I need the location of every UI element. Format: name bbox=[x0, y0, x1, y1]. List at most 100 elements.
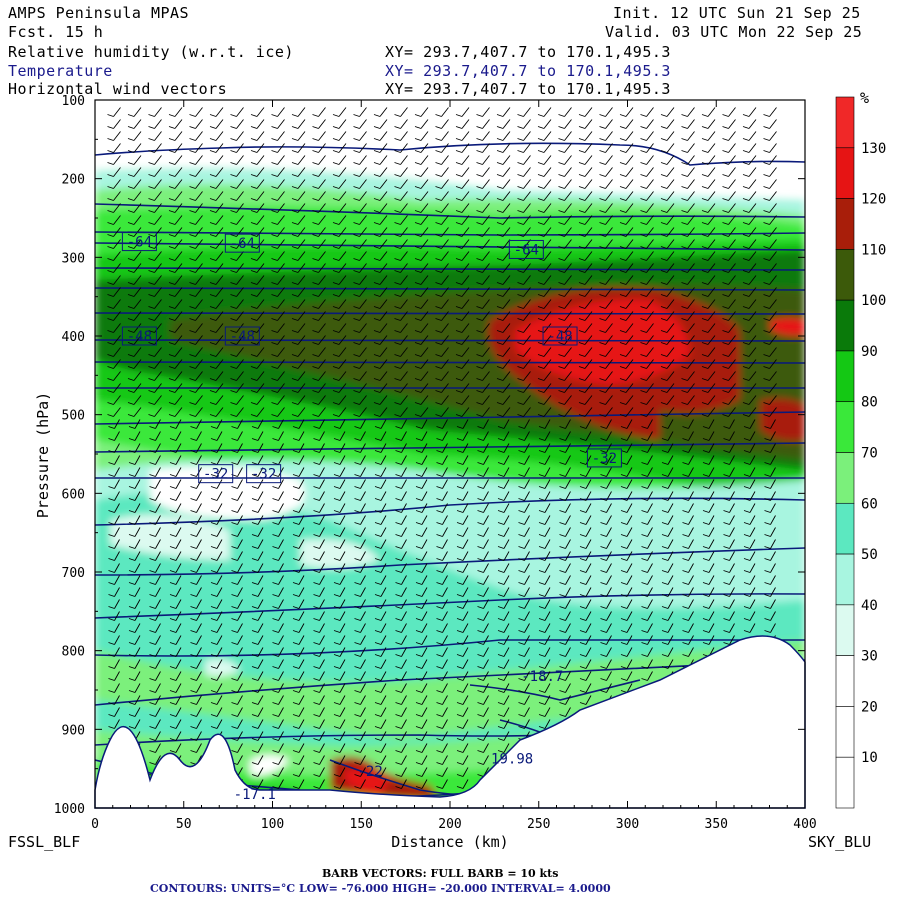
wind-barb bbox=[272, 575, 284, 585]
wind-barb bbox=[415, 743, 428, 753]
wind-barb bbox=[272, 719, 284, 729]
wind-barb bbox=[374, 563, 387, 573]
colorbar-swatch bbox=[835, 604, 855, 656]
wind-barb bbox=[292, 455, 305, 465]
wind-barb bbox=[722, 155, 736, 165]
contour-label: -22 bbox=[357, 764, 382, 780]
wind-barb bbox=[230, 299, 244, 309]
contour-label: -32 bbox=[592, 451, 617, 467]
wind-barb bbox=[743, 479, 756, 489]
wind-barb bbox=[559, 707, 571, 717]
field-rh-label: Relative humidity (w.r.t. ice) bbox=[8, 43, 294, 61]
wind-barb bbox=[496, 335, 511, 345]
wind-barb bbox=[742, 251, 757, 261]
wind-barb bbox=[620, 443, 633, 453]
wind-barb bbox=[496, 227, 511, 237]
wind-barb bbox=[353, 407, 367, 417]
wind-barb bbox=[169, 695, 182, 705]
wind-barb bbox=[190, 431, 202, 441]
wind-barb bbox=[107, 407, 121, 417]
wind-barb bbox=[231, 443, 243, 453]
wind-barb bbox=[599, 371, 613, 381]
wind-barb bbox=[436, 719, 448, 729]
wind-barb bbox=[354, 695, 366, 705]
wind-barb bbox=[169, 503, 182, 513]
wind-barb bbox=[374, 707, 387, 717]
wind-barb bbox=[578, 383, 593, 393]
wind-barb bbox=[496, 203, 511, 213]
wind-barb bbox=[538, 575, 551, 585]
wind-barb bbox=[128, 707, 141, 717]
wind-barb bbox=[620, 647, 633, 657]
wind-barb bbox=[599, 287, 613, 297]
wind-barb bbox=[313, 707, 325, 717]
wind-barb bbox=[763, 191, 777, 201]
wind-barb bbox=[107, 251, 121, 261]
wind-barb bbox=[313, 455, 325, 465]
wind-barb bbox=[127, 383, 142, 393]
wind-barb bbox=[312, 287, 326, 297]
wind-barb bbox=[435, 119, 449, 129]
wind-barb bbox=[661, 599, 674, 609]
wind-barb bbox=[332, 203, 347, 213]
wind-barb bbox=[476, 311, 490, 321]
contour-label-box bbox=[121, 326, 157, 346]
wind-barb bbox=[743, 503, 756, 513]
wind-barb bbox=[600, 623, 612, 633]
wind-barb bbox=[518, 455, 530, 465]
wind-barb bbox=[313, 443, 325, 453]
wind-barb bbox=[518, 479, 530, 489]
wind-barb bbox=[353, 239, 367, 249]
wind-barb bbox=[661, 563, 674, 573]
wind-barb bbox=[722, 179, 736, 189]
wind-barb bbox=[496, 263, 511, 273]
wind-barb bbox=[415, 611, 428, 621]
wind-barb bbox=[107, 287, 121, 297]
wind-barb bbox=[374, 479, 387, 489]
wind-barb bbox=[763, 119, 777, 129]
wind-barb bbox=[169, 443, 182, 453]
wind-barb bbox=[722, 131, 736, 141]
wind-barb bbox=[701, 107, 716, 117]
wind-barb bbox=[128, 431, 141, 441]
wind-barb bbox=[578, 323, 593, 333]
contour-labels: -64 -64 -64-48 -48 -48-32 -32-32-22-18.7-17.1… bbox=[121, 232, 622, 803]
wind-barb bbox=[455, 347, 470, 357]
wind-barb bbox=[168, 371, 183, 381]
wind-barb bbox=[682, 491, 694, 501]
wind-barb bbox=[291, 155, 306, 165]
wind-barb bbox=[537, 227, 552, 237]
wind-barb bbox=[641, 515, 653, 525]
wind-barb bbox=[230, 155, 244, 165]
wind-barb bbox=[272, 743, 284, 753]
wind-barb bbox=[272, 647, 284, 657]
wind-barb bbox=[127, 119, 142, 129]
wind-barb bbox=[149, 671, 161, 681]
wind-barb bbox=[107, 239, 121, 249]
wind-barb bbox=[107, 143, 121, 153]
wind-barb bbox=[210, 719, 223, 729]
wind-barb bbox=[190, 599, 202, 609]
wind-barb bbox=[394, 323, 408, 333]
wind-barb bbox=[230, 287, 244, 297]
wind-barb bbox=[682, 563, 694, 573]
wind-barb bbox=[374, 719, 387, 729]
wind-barb bbox=[743, 491, 756, 501]
wind-barb bbox=[763, 311, 777, 321]
wind-barb bbox=[559, 611, 571, 621]
wind-barb bbox=[518, 419, 530, 429]
wind-barb bbox=[394, 179, 408, 189]
wind-barb bbox=[579, 623, 592, 633]
wind-barb bbox=[620, 503, 633, 513]
wind-barb bbox=[701, 299, 716, 309]
wind-barb bbox=[456, 599, 469, 609]
wind-barb bbox=[496, 167, 511, 177]
wind-barb bbox=[619, 383, 634, 393]
wind-barb bbox=[600, 467, 612, 477]
wind-barb bbox=[251, 599, 264, 609]
wind-barb bbox=[313, 659, 325, 669]
wind-barb bbox=[600, 563, 612, 573]
wind-barb bbox=[313, 491, 325, 501]
wind-barb bbox=[681, 191, 695, 201]
wind-barb bbox=[681, 275, 695, 285]
